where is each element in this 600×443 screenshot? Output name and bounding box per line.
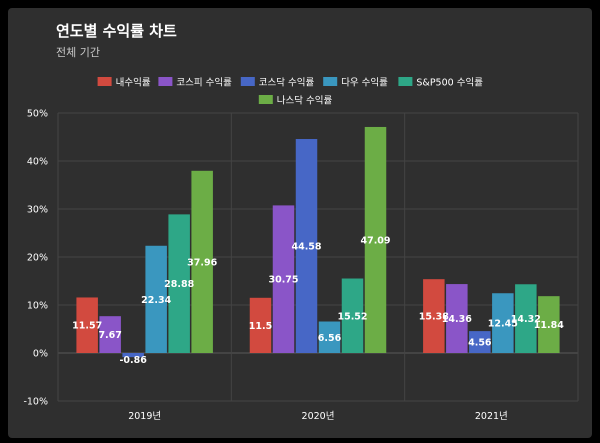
y-tick-label: 0% xyxy=(33,349,48,360)
data-label: 47.09 xyxy=(360,235,390,246)
x-axis-labels: 2019년 2020년 2021년 xyxy=(128,411,508,422)
bar xyxy=(295,139,318,353)
data-label: 15.38 xyxy=(419,312,449,323)
bar xyxy=(272,205,295,353)
legend-label: 나스닥 수익률 xyxy=(277,95,333,107)
y-tick-label: 30% xyxy=(27,205,48,216)
data-label: 22.34 xyxy=(141,295,171,306)
bar xyxy=(249,297,272,353)
legend-swatch xyxy=(398,77,413,86)
data-label: 44.58 xyxy=(291,242,321,253)
bar xyxy=(341,278,364,353)
bar xyxy=(538,296,560,353)
bar xyxy=(99,316,121,353)
legend-label: 다우 수익률 xyxy=(341,77,388,89)
data-label: 15.52 xyxy=(337,311,367,322)
y-tick-label: 20% xyxy=(27,253,48,264)
legend-swatch xyxy=(258,95,273,104)
bar xyxy=(191,170,213,353)
bar xyxy=(423,279,445,353)
y-axis-labels: 50% 40% 30% 20% 10% 0% -10% xyxy=(23,109,48,408)
y-tick-label: 50% xyxy=(27,109,48,120)
y-tick-label: 10% xyxy=(27,301,48,312)
legend-label: 코스피 수익률 xyxy=(176,77,232,89)
legend-label: 코스닥 수익률 xyxy=(259,77,315,89)
bar xyxy=(168,214,190,353)
bar xyxy=(492,293,514,353)
data-labels: 11.577.67 -0.86 22.34 28.88 37.96 11.5 30.75 44… xyxy=(72,235,564,366)
data-label: 14.36 xyxy=(442,314,472,325)
bars xyxy=(76,126,560,358)
data-label: 12.45 xyxy=(488,319,518,330)
legend-swatch xyxy=(158,77,173,86)
legend-swatch xyxy=(97,77,112,86)
bar xyxy=(145,245,167,353)
data-label: 30.75 xyxy=(268,275,298,286)
chart-title: 연도별 수익률 차트 xyxy=(56,22,177,40)
data-label: 14.32 xyxy=(511,314,541,325)
legend-label: 내수익률 xyxy=(116,77,151,89)
data-label: 11.5 xyxy=(249,321,272,332)
chart-subtitle: 전체 기간 xyxy=(56,46,100,59)
data-label: 4.56 xyxy=(468,338,492,349)
data-label: 6.56 xyxy=(318,333,342,344)
data-label: 11.84 xyxy=(534,320,564,331)
bar xyxy=(76,297,98,353)
data-label: 28.88 xyxy=(164,279,194,290)
x-tick-label: 2020년 xyxy=(302,411,335,422)
bar xyxy=(469,331,491,353)
data-label: 37.96 xyxy=(187,257,217,268)
data-label: -0.86 xyxy=(119,355,147,366)
bar xyxy=(318,321,341,353)
x-tick-label: 2019년 xyxy=(128,411,161,422)
legend-label: S&P500 수익률 xyxy=(416,77,483,89)
y-tick-label: -10% xyxy=(23,397,48,408)
grid-lines xyxy=(57,112,579,402)
data-label: 7.67 xyxy=(98,330,121,341)
bar xyxy=(122,353,144,358)
bar xyxy=(515,284,537,353)
legend-swatch xyxy=(240,77,255,86)
bar xyxy=(446,284,468,353)
x-tick-label: 2021년 xyxy=(475,411,508,422)
legend-swatch xyxy=(323,77,338,86)
y-tick-label: 40% xyxy=(27,157,48,168)
bar xyxy=(364,126,387,353)
data-label: 11.57 xyxy=(72,321,102,332)
